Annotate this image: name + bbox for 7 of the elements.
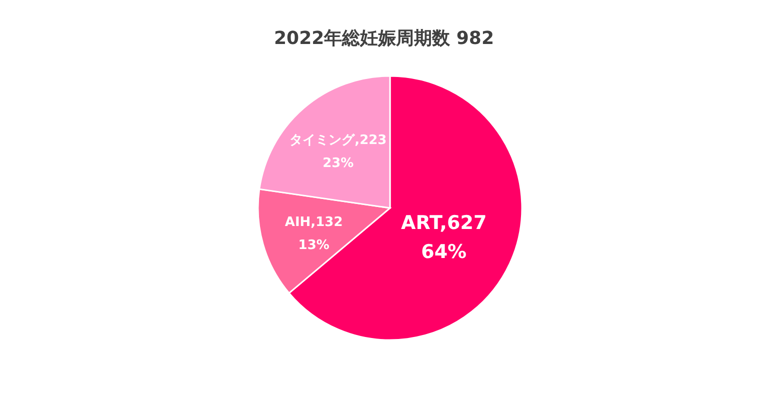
slice-label: ART,627 (401, 212, 487, 234)
text: 23% (322, 156, 354, 172)
slice-label: タイミング,223 (290, 133, 387, 148)
text: 64% (421, 241, 467, 264)
chart-title: 2022年総妊娠周期数 982 (274, 28, 494, 49)
slice-label: AIH,132 (284, 214, 343, 230)
text: 13% (298, 238, 330, 253)
